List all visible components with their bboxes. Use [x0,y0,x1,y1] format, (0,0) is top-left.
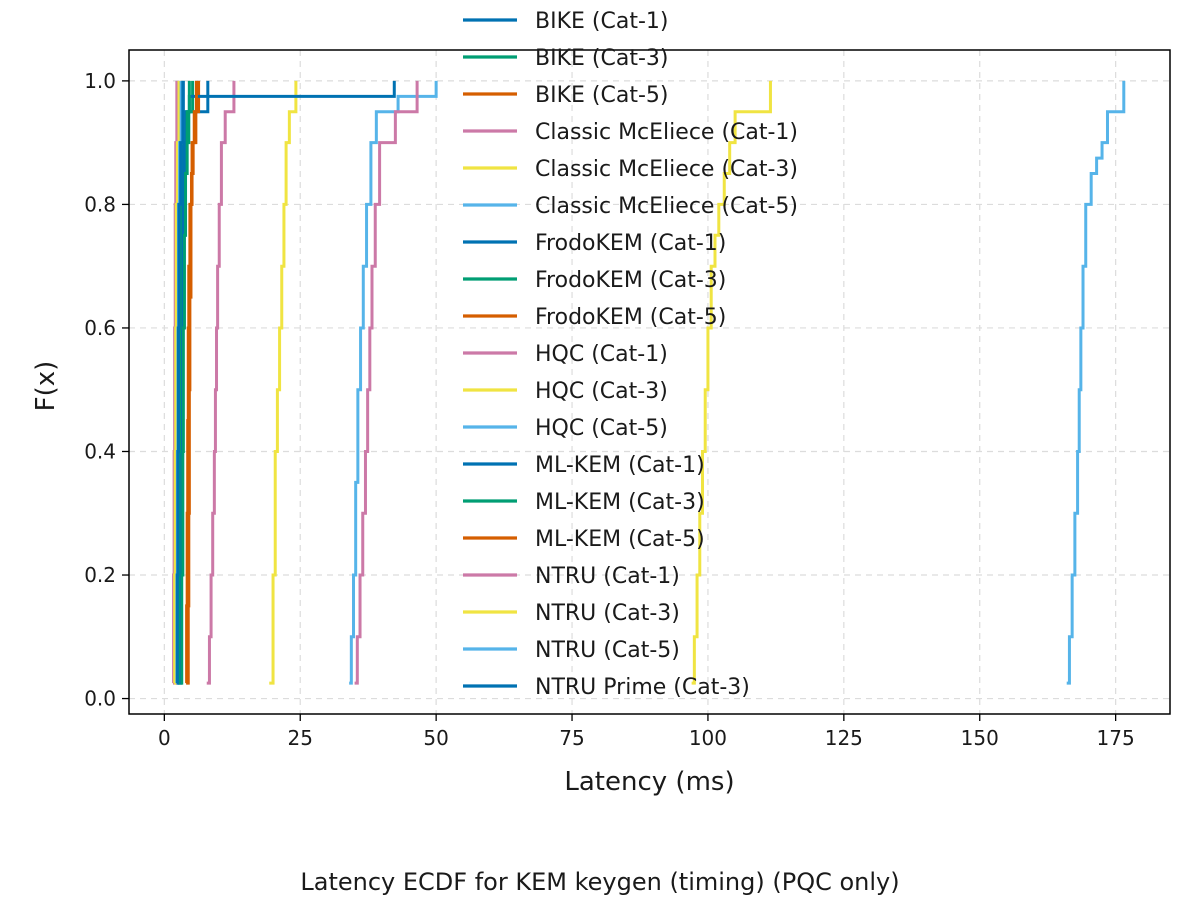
x-tick-label: 150 [961,726,999,750]
y-tick-label: 0.6 [84,316,116,340]
y-tick-label: 0.4 [84,439,116,463]
legend-label: BIKE (Cat-5) [535,83,668,108]
tick-layer: 0 25 50 75 100 125 150 175 0.0 0.2 0.4 0.6 0.8 1.0 [84,69,1135,750]
legend-label: HQC (Cat-3) [535,379,668,404]
legend-label: NTRU (Cat-5) [535,638,680,663]
y-tick-label: 0.2 [84,563,116,587]
series-line [1066,80,1126,685]
series-line [354,80,419,685]
x-tick-label: 0 [158,726,171,750]
chart-caption: Latency ECDF for KEM keygen (timing) (PQ… [300,868,899,896]
x-tick-label: 100 [689,726,727,750]
series-line [175,80,185,685]
y-axis-label: F(x) [31,361,61,412]
x-tick-label: 175 [1097,726,1135,750]
legend: BIKE (Cat-1) BIKE (Cat-3) BIKE (Cat-5) Clas… [463,9,798,700]
series-line [349,80,438,685]
legend-label: Classic McEliece (Cat-5) [535,194,798,219]
legend-label: FrodoKEM (Cat-3) [535,268,726,293]
legend-label: Classic McEliece (Cat-1) [535,120,798,145]
legend-label: NTRU (Cat-1) [535,564,680,589]
series-line [173,80,181,685]
y-tick-label: 1.0 [84,69,116,93]
legend-label: BIKE (Cat-3) [535,46,668,71]
legend-label: NTRU (Cat-3) [535,601,680,626]
series-line [186,80,198,685]
series-layer [172,80,1126,685]
series-line [691,80,772,685]
legend-label: FrodoKEM (Cat-1) [535,231,726,256]
legend-label: FrodoKEM (Cat-5) [535,305,726,330]
series-line [206,80,236,685]
legend-label: HQC (Cat-1) [535,342,668,367]
x-tick-label: 75 [559,726,584,750]
plot-frame [128,49,1171,715]
legend-label: HQC (Cat-5) [535,416,668,441]
legend-label: ML-KEM (Cat-1) [535,453,705,478]
legend-label: NTRU Prime (Cat-3) [535,675,750,700]
x-axis-label: Latency (ms) [564,767,734,797]
y-tick-label: 0.0 [84,687,116,711]
legend-label: ML-KEM (Cat-3) [535,490,705,515]
series-line [180,80,191,685]
legend-label: BIKE (Cat-1) [535,9,668,34]
y-tick-label: 0.8 [84,192,116,216]
x-tick-label: 125 [825,726,863,750]
legend-label: Classic McEliece (Cat-3) [535,157,798,182]
x-tick-label: 25 [288,726,313,750]
x-tick-label: 50 [423,726,448,750]
series-line [269,80,298,685]
legend-label: ML-KEM (Cat-5) [535,527,705,552]
